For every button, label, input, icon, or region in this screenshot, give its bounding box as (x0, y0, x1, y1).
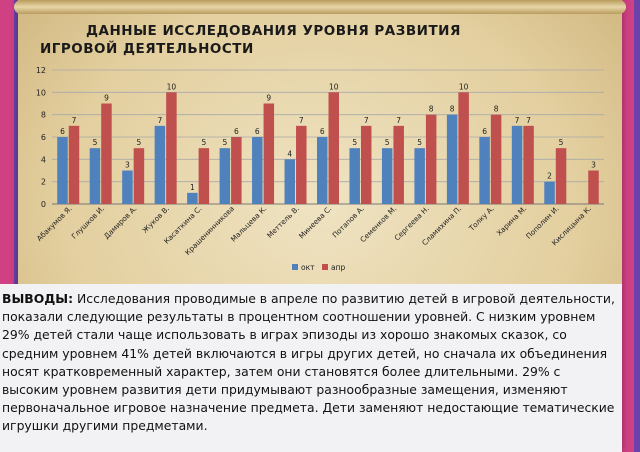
data-label: 9 (104, 94, 109, 103)
bar-апр (231, 137, 242, 204)
data-label: 5 (385, 138, 390, 147)
data-label: 5 (201, 138, 206, 147)
data-label: 8 (450, 105, 455, 114)
bar-апр (68, 125, 80, 204)
data-label: 9 (266, 94, 271, 103)
x-axis-categories: Абакумов Я.Глушков И.Дамиров А. Жуков В.К… (35, 204, 593, 257)
bar-окт (187, 192, 198, 204)
data-label: 6 (60, 127, 65, 136)
data-label: 10 (167, 82, 177, 91)
x-category-label: Харина М. (495, 204, 529, 238)
bars (57, 92, 599, 204)
x-category-label: Жуков В. (140, 204, 171, 235)
legend-swatch-апр (322, 264, 328, 270)
bar-апр (588, 170, 599, 204)
bar-окт (57, 137, 68, 204)
data-label: 6 (255, 127, 260, 136)
data-label: 5 (417, 138, 422, 147)
data-label: 10 (459, 82, 469, 91)
bar-окт (349, 148, 360, 204)
bar-окт (154, 125, 166, 204)
bar-апр (133, 148, 145, 204)
bar-апр (198, 148, 210, 204)
page-title: ДАННЫЕ ИССЛЕДОВАНИЯ УРОВНЯ РАЗВИТИЯ ИГРО… (40, 23, 461, 57)
bar-апр (425, 114, 437, 204)
data-label: 8 (429, 105, 434, 114)
x-category-label: Абакумов Я. (35, 204, 74, 243)
legend: окт апр (292, 263, 345, 272)
x-category-label: Меттель В. (265, 204, 301, 240)
data-label: 7 (364, 116, 369, 125)
y-tick-label: 8 (41, 111, 46, 120)
bar-апр (458, 92, 469, 204)
x-category-label: Глушков И. (70, 204, 107, 241)
bar-апр (101, 103, 112, 204)
bar-апр (166, 92, 177, 204)
bar-апр (523, 125, 534, 204)
y-tick-label: 10 (36, 88, 46, 97)
bar-окт (317, 137, 328, 204)
data-label: 3 (591, 161, 596, 170)
data-label: 5 (93, 138, 98, 147)
bar-апр (328, 92, 339, 204)
data-label: 7 (396, 116, 401, 125)
x-category-label: Минеева С. (297, 204, 334, 241)
data-label: 8 (494, 105, 499, 114)
bar-окт (446, 114, 458, 204)
data-label: 4 (287, 149, 292, 158)
data-label: 5 (222, 138, 227, 147)
conclusions-label: ВЫВОДЫ: (2, 291, 74, 306)
bar-окт (544, 181, 555, 204)
y-tick-label: 6 (41, 133, 46, 142)
data-label: 10 (329, 82, 339, 91)
bar-окт (479, 137, 490, 204)
legend-label: апр (331, 263, 345, 272)
x-category-label: Толку А. (466, 204, 495, 233)
bar-апр (393, 125, 404, 204)
conclusions-panel: ВЫВОДЫ: Исследования проводимые в апреле… (0, 284, 622, 452)
bar-апр (555, 148, 567, 204)
conclusions-text: Исследования проводимые в апреле по разв… (2, 291, 615, 434)
bar-апр (360, 125, 372, 204)
bar-окт (511, 125, 523, 204)
bar-окт (284, 159, 296, 204)
bar-окт (414, 148, 425, 204)
data-label: 2 (547, 172, 552, 181)
bar-апр (296, 125, 307, 204)
bar-апр (490, 114, 502, 204)
bar-апр (263, 103, 275, 204)
bar-окт (252, 137, 263, 204)
data-label: 5 (137, 138, 142, 147)
legend-label: окт (301, 263, 315, 272)
data-label: 6 (234, 127, 239, 136)
y-axis-ticks: 0 2 4 6 8 10 12 (36, 66, 46, 209)
y-tick-label: 0 (41, 200, 46, 209)
bar-окт (219, 148, 231, 204)
data-label: 1 (190, 183, 195, 192)
y-tick-label: 4 (41, 155, 46, 164)
data-label: 7 (515, 116, 520, 125)
bar-окт (89, 148, 101, 204)
data-label: 5 (559, 138, 564, 147)
bar-окт (381, 148, 393, 204)
y-tick-label: 12 (36, 66, 46, 75)
data-label: 7 (526, 116, 531, 125)
data-label: 5 (352, 138, 357, 147)
x-category-label: Дамиров А. (102, 204, 139, 241)
y-tick-label: 2 (41, 178, 46, 187)
scroll-roll-top (14, 0, 626, 14)
data-label: 3 (125, 161, 130, 170)
data-label: 6 (482, 127, 487, 136)
data-label: 7 (158, 116, 163, 125)
legend-swatch-окт (292, 264, 298, 270)
data-label: 6 (320, 127, 325, 136)
data-label: 7 (72, 116, 77, 125)
data-label: 7 (299, 116, 304, 125)
bar-окт (122, 170, 133, 204)
